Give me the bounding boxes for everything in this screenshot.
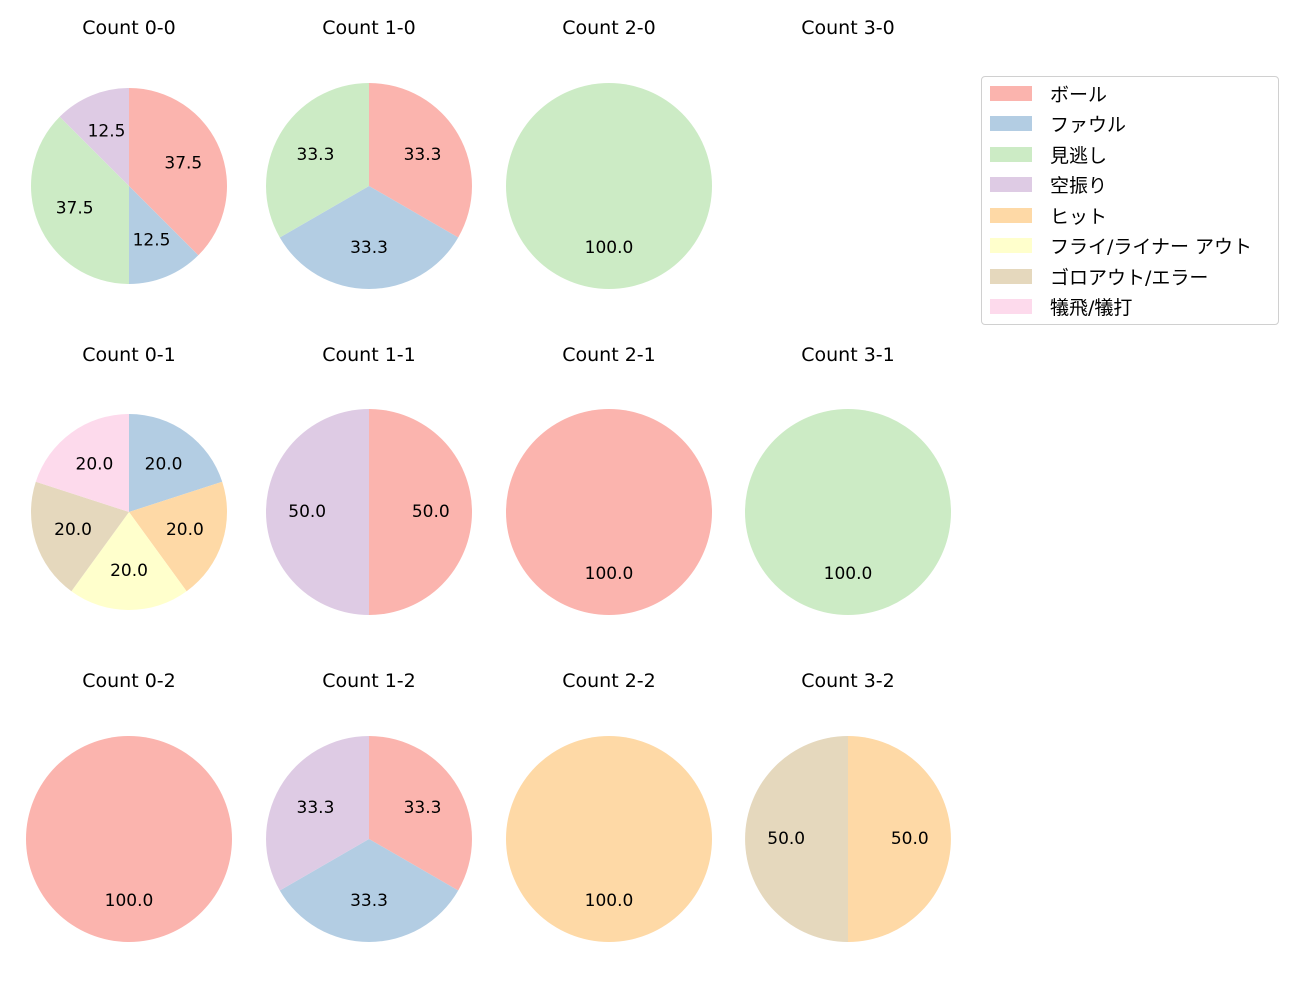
pie-slice xyxy=(30,481,129,592)
pie-slice xyxy=(30,116,129,284)
slice-percentage-label: 100.0 xyxy=(585,891,634,911)
pie-slice xyxy=(266,736,369,891)
pie-count-2-1: 100.0 xyxy=(506,409,712,615)
slice-percentage-label: 37.5 xyxy=(56,199,94,219)
pie-count-1-2: 33.3 33.3 33.3 xyxy=(266,736,472,942)
subplot-title: Count 3-1 xyxy=(801,344,895,366)
legend-swatch xyxy=(990,146,1032,162)
subplot-title: Count 0-1 xyxy=(82,344,176,366)
legend-swatch xyxy=(990,177,1032,192)
legend-label: ファウル xyxy=(1050,114,1127,136)
subplot-title: Count 2-0 xyxy=(562,17,656,39)
pie-slice xyxy=(369,409,472,615)
slice-percentage-label: 33.3 xyxy=(297,145,335,165)
legend-item: ヒット xyxy=(990,204,1108,228)
legend-item: 空振り xyxy=(990,174,1108,197)
slice-percentage-label: 33.3 xyxy=(350,891,388,911)
pie-slice xyxy=(369,736,472,891)
legend-label: 犠飛/犠打 xyxy=(1050,297,1133,319)
subplot-title: Count 2-1 xyxy=(562,344,656,366)
pie-slice xyxy=(35,414,129,512)
slice-percentage-label: 20.0 xyxy=(166,520,204,540)
legend-item: ファウル xyxy=(990,113,1127,136)
pie-slice xyxy=(745,409,951,615)
slice-percentage-label: 20.0 xyxy=(145,454,183,474)
slice-percentage-label: 33.3 xyxy=(404,798,442,818)
legend-item: ゴロアウト/エラー xyxy=(990,265,1209,289)
legend-item: 犠飛/犠打 xyxy=(990,296,1133,319)
slice-percentage-label: 33.3 xyxy=(350,238,388,258)
legend-item: ボール xyxy=(990,82,1108,106)
pie-slice xyxy=(369,83,472,238)
legend-swatch xyxy=(990,299,1032,314)
pie-slice xyxy=(129,186,199,284)
pie-count-2-2: 100.0 xyxy=(506,736,712,942)
pie-slice xyxy=(848,736,951,942)
pie-slice xyxy=(129,414,223,512)
slice-percentage-label: 100.0 xyxy=(824,564,873,584)
pie-slice xyxy=(59,88,129,186)
slice-percentage-label: 12.5 xyxy=(133,230,171,250)
legend-swatch xyxy=(990,116,1032,131)
slice-percentage-label: 100.0 xyxy=(105,891,154,911)
pie-slice xyxy=(26,736,232,942)
pie-count-3-1: 100.0 xyxy=(745,409,951,615)
slice-percentage-label: 12.5 xyxy=(88,122,126,142)
pie-slice xyxy=(506,736,712,942)
subplot-title: Count 0-0 xyxy=(82,17,176,39)
pie-count-1-0: 33.3 33.3 33.3 xyxy=(266,83,472,289)
slice-percentage-label: 50.0 xyxy=(288,502,326,522)
legend: ボールファウル見逃し空振りヒットフライ/ライナー アウト ゴロアウト/エラー 犠飛/… xyxy=(981,76,1279,325)
slice-percentage-label: 50.0 xyxy=(767,829,805,849)
slice-percentage-label: 33.3 xyxy=(404,145,442,165)
subplot-title: Count 1-1 xyxy=(322,344,416,366)
legend-label: 見逃し xyxy=(1050,144,1108,167)
legend-label: ヒット xyxy=(1050,205,1108,228)
pie-slice xyxy=(129,88,227,256)
legend-swatch xyxy=(990,238,1032,253)
slice-percentage-label: 100.0 xyxy=(585,564,634,584)
legend-swatch xyxy=(990,207,1032,223)
legend-label: 空振り xyxy=(1050,175,1108,197)
pie-slice xyxy=(71,512,187,611)
legend-item: フライ/ライナー アウト xyxy=(990,235,1253,258)
legend-label: フライ/ライナー アウト xyxy=(1050,236,1253,258)
legend-item: 見逃し xyxy=(990,143,1108,167)
subplot-title: Count 3-2 xyxy=(801,670,895,692)
slice-percentage-label: 20.0 xyxy=(54,520,92,540)
pie-slice xyxy=(506,83,712,289)
subplot-title: Count 1-0 xyxy=(322,17,416,39)
slice-percentage-label: 37.5 xyxy=(164,153,202,173)
pie-slice xyxy=(129,481,227,592)
slice-percentage-label: 20.0 xyxy=(76,454,114,474)
pie-count-2-0: 100.0 xyxy=(506,83,712,289)
pie-slice xyxy=(745,736,848,942)
pie-slice xyxy=(266,409,369,615)
pie-slice xyxy=(266,83,369,238)
slice-percentage-label: 50.0 xyxy=(891,829,929,849)
subplot-title: Count 0-2 xyxy=(82,670,176,692)
slice-percentage-label: 20.0 xyxy=(110,561,148,581)
legend-swatch xyxy=(990,85,1032,101)
pie-count-0-0: 37.5 12.5 37.5 12.5 xyxy=(30,88,227,284)
pie-count-0-2: 100.0 xyxy=(26,736,232,942)
pie-count-0-1: 20.0 20.0 20.0 20.0 20.0 xyxy=(30,414,227,611)
slice-percentage-label: 50.0 xyxy=(412,502,450,522)
legend-label: ボール xyxy=(1050,83,1108,106)
pie-count-3-2: 50.0 50.0 xyxy=(745,736,951,942)
subplot-title: Count 2-2 xyxy=(562,670,656,692)
subplot-title: Count 1-2 xyxy=(322,670,416,692)
pie-slice xyxy=(506,409,712,615)
slice-percentage-label: 33.3 xyxy=(297,798,335,818)
subplot-title: Count 3-0 xyxy=(801,17,895,39)
legend-label: ゴロアウト/エラー xyxy=(1050,266,1209,289)
legend-swatch xyxy=(990,268,1032,284)
pie-count-1-1: 50.0 50.0 xyxy=(266,409,472,615)
slice-percentage-label: 100.0 xyxy=(585,238,634,258)
